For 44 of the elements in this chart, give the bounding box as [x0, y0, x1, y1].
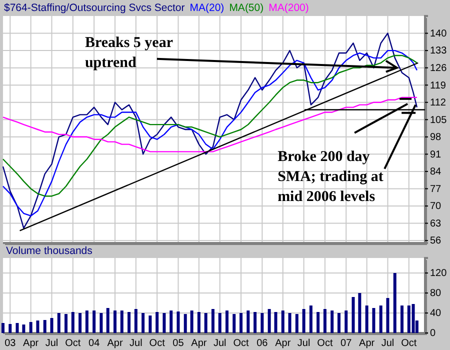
- annotation: Broke 200 day SMA; trading at mid 2006 levels: [278, 148, 384, 205]
- x-tick-label: Apr: [107, 338, 124, 350]
- x-tick-label: Apr: [23, 338, 40, 350]
- chart-title: Volume thousands: [6, 245, 92, 257]
- x-tick-label: 05: [172, 338, 184, 350]
- y-tick-label: 140: [430, 28, 448, 40]
- y-tick-label: 112: [430, 98, 446, 109]
- x-tick-label: Jul: [130, 338, 142, 350]
- x-tick-label: Jul: [297, 338, 310, 350]
- y-tick-label: 84: [430, 166, 442, 178]
- x-tick-label: 04: [88, 338, 100, 350]
- x-tick-label: 06: [256, 338, 268, 350]
- y-tick-label: 126: [430, 63, 448, 74]
- y-tick-label: 119: [430, 80, 446, 92]
- y-tick-label: 133: [430, 46, 448, 57]
- x-tick-label: Oct: [401, 338, 417, 350]
- y-tick-label: 63: [430, 218, 442, 230]
- x-tick-label: Apr: [275, 338, 292, 350]
- y-tick-label: 120: [430, 268, 448, 280]
- x-tick-label: Apr: [191, 338, 208, 350]
- y-tick-label: 91: [430, 149, 442, 160]
- x-tick-label: 07: [340, 338, 352, 350]
- y-tick-label: 98: [430, 132, 442, 144]
- text: MA(200): [268, 2, 309, 14]
- x-tick-label: Oct: [233, 338, 250, 350]
- y-tick-label: 105: [430, 114, 448, 126]
- x-tick-label: Jul: [45, 338, 58, 350]
- x-tick-label: 03: [4, 338, 16, 350]
- x-tick-label: Jul: [381, 338, 394, 350]
- x-tick-label: Oct: [317, 338, 333, 350]
- y-tick-label: 80: [430, 288, 442, 300]
- x-tick-label: Oct: [65, 338, 81, 350]
- x-tick-label: Oct: [149, 338, 166, 350]
- text: MA(20): [190, 2, 224, 14]
- text: MA(50): [229, 2, 264, 14]
- x-tick-label: Apr: [359, 338, 376, 350]
- chart-title: $764-Staffing/Outsourcing Svcs Sector: [4, 2, 186, 14]
- x-tick-label: Jul: [213, 338, 226, 350]
- y-tick-label: 77: [430, 184, 442, 195]
- y-tick-label: 56: [430, 236, 442, 247]
- y-tick-label: 0: [430, 328, 436, 340]
- y-tick-label: 40: [430, 308, 442, 320]
- y-tick-label: 70: [430, 201, 442, 212]
- annotation: Breaks 5 year uptrend: [84, 34, 174, 71]
